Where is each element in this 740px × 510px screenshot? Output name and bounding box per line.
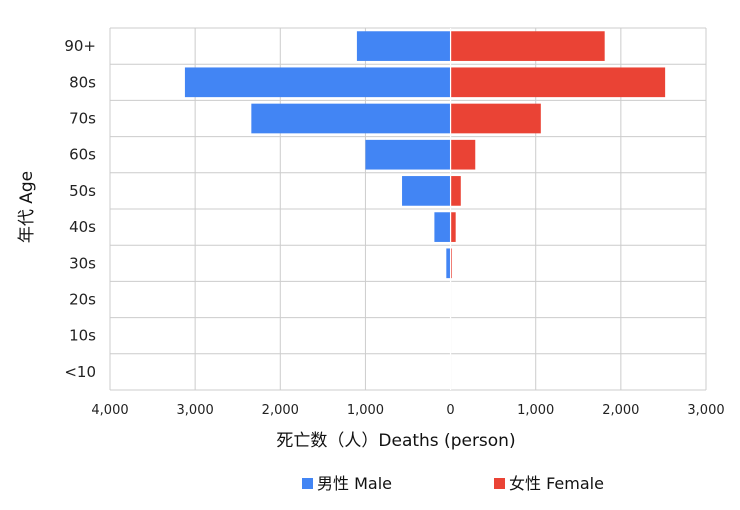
x-tick-label: 2,000 [602, 403, 639, 418]
legend-label: 男性 Male [317, 474, 392, 493]
legend-swatch [302, 478, 313, 489]
y-axis-title: 年代 Age [17, 171, 37, 243]
y-category-label: 20s [69, 291, 96, 309]
female-bar-50s [450, 176, 461, 206]
y-category-label: <10 [64, 363, 96, 381]
x-axis-title: 死亡数（人）Deaths (person) [276, 431, 515, 451]
x-tick-label: 3,000 [177, 403, 214, 418]
x-tick-label: 1,000 [347, 403, 384, 418]
male-bar-50s [402, 176, 451, 206]
axes: 4,000 3,000 2,000 1,000 0 1,000 2,000 3,000 90+ 8… [64, 37, 724, 418]
y-category-label: 30s [69, 254, 96, 272]
y-category-label: 90+ [64, 37, 96, 55]
female-bar-80s [450, 67, 666, 98]
female-bar-90+ [450, 31, 605, 61]
legend-swatch [494, 478, 505, 489]
x-tick-label: 2,000 [262, 403, 299, 418]
male-bar-90+ [356, 31, 451, 61]
female-bar-70s [450, 103, 541, 134]
male-bar-70s [251, 103, 451, 134]
y-category-label: 80s [69, 73, 96, 91]
male-bar-40s [434, 212, 451, 242]
y-category-label: 70s [69, 110, 96, 128]
y-category-label: 40s [69, 218, 96, 236]
male-bar-80s [184, 67, 451, 98]
female-bar-60s [450, 139, 476, 170]
legend-label: 女性 Female [509, 474, 604, 493]
x-tick-label: 3,000 [687, 403, 724, 418]
legend: 男性 Male 女性 Female [302, 474, 604, 493]
x-tick-label: 0 [446, 403, 454, 418]
male-bar-30s [446, 248, 451, 279]
x-tick-label: 4,000 [91, 403, 128, 418]
male-bar-60s [365, 139, 451, 170]
y-category-label: 60s [69, 146, 96, 164]
female-bar-30s [450, 248, 452, 279]
bars [184, 28, 666, 390]
y-category-label: 50s [69, 182, 96, 200]
y-category-label: 10s [69, 327, 96, 345]
x-tick-label: 1,000 [517, 403, 554, 418]
female-bar-40s [450, 212, 456, 242]
